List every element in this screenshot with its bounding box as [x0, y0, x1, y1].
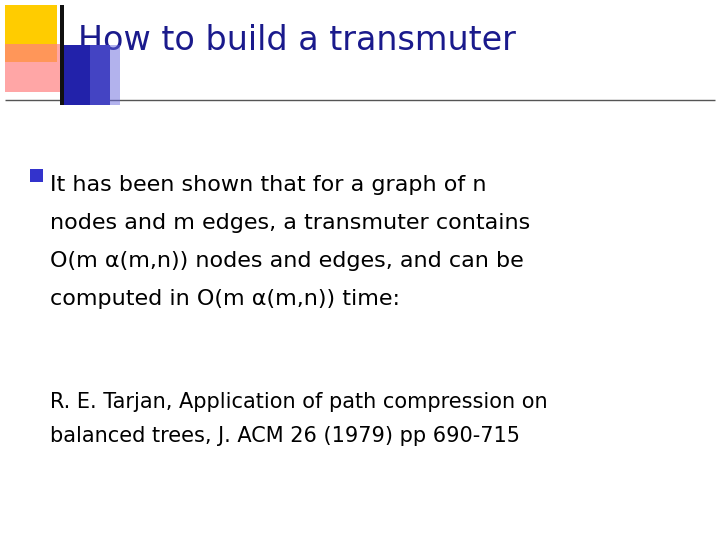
Text: How to build a transmuter: How to build a transmuter — [78, 24, 516, 57]
Bar — [5, 44, 63, 92]
Bar — [90, 45, 120, 105]
Text: It has been shown that for a graph of n: It has been shown that for a graph of n — [50, 175, 487, 195]
Text: nodes and m edges, a transmuter contains: nodes and m edges, a transmuter contains — [50, 213, 530, 233]
Text: R. E. Tarjan, Application of path compression on: R. E. Tarjan, Application of path compre… — [50, 392, 548, 412]
Bar — [60, 5, 64, 105]
Text: computed in O(m α(m,n)) time:: computed in O(m α(m,n)) time: — [50, 289, 400, 309]
Bar — [5, 5, 57, 62]
Bar — [62, 45, 110, 105]
Text: balanced trees, J. ACM 26 (1979) pp 690-715: balanced trees, J. ACM 26 (1979) pp 690-… — [50, 426, 520, 446]
Text: O(m α(m,n)) nodes and edges, and can be: O(m α(m,n)) nodes and edges, and can be — [50, 251, 523, 271]
Bar — [30, 169, 43, 182]
